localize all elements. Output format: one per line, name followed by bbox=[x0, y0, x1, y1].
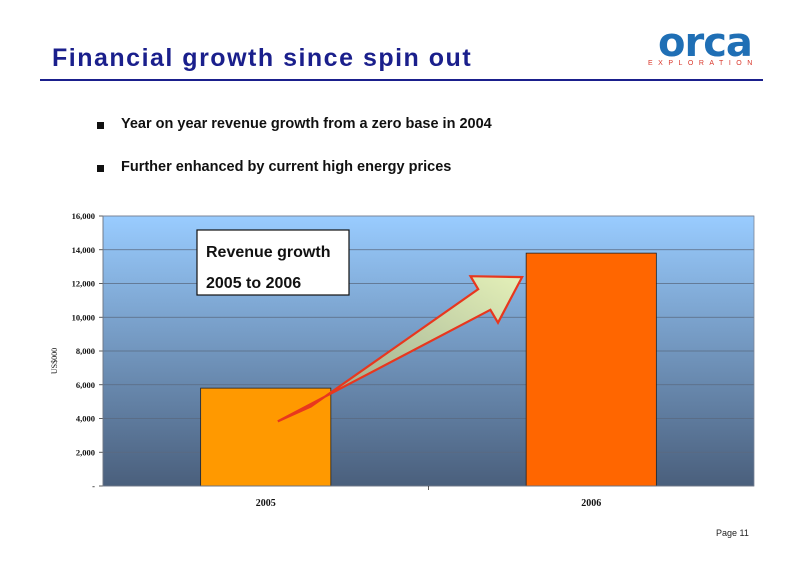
logo-subtitle: EXPLORATION bbox=[648, 60, 758, 67]
y-tick-label: 8,000 bbox=[76, 346, 95, 356]
y-tick-label: 16,000 bbox=[72, 211, 95, 221]
y-tick-label: 2,000 bbox=[76, 447, 95, 457]
y-tick-label: 6,000 bbox=[76, 380, 95, 390]
y-tick-label: 14,000 bbox=[72, 245, 95, 255]
annotation-line: Revenue growth bbox=[206, 244, 330, 261]
slide-title: Financial growth since spin out bbox=[52, 44, 473, 72]
bullet-square-icon bbox=[97, 165, 104, 172]
annotation-frame bbox=[196, 229, 350, 296]
bar-2006 bbox=[525, 252, 657, 487]
bullet-text: Year on year revenue growth from a zero … bbox=[121, 116, 492, 132]
logo-wordmark: orca bbox=[658, 20, 753, 66]
y-tick-label: 12,000 bbox=[72, 279, 95, 289]
company-logo: orca EXPLORATION bbox=[636, 20, 766, 74]
y-tick-label: 10,000 bbox=[72, 312, 95, 322]
annotation-box: Revenue growth 2005 to 2006 bbox=[196, 229, 350, 296]
title-rule bbox=[40, 79, 763, 81]
x-tick-label: 2006 bbox=[581, 498, 601, 509]
y-tick-label: - bbox=[92, 481, 95, 491]
bullet-item: Year on year revenue growth from a zero … bbox=[97, 116, 492, 136]
bullet-item: Further enhanced by current high energy … bbox=[97, 159, 492, 179]
y-tick-label: 4,000 bbox=[76, 414, 95, 424]
bullet-square-icon bbox=[97, 122, 104, 129]
bullet-list: Year on year revenue growth from a zero … bbox=[97, 116, 492, 202]
annotation-line: 2005 to 2006 bbox=[206, 275, 301, 292]
y-axis-label: US$000 bbox=[50, 348, 59, 374]
bullet-text: Further enhanced by current high energy … bbox=[121, 159, 452, 175]
bars bbox=[200, 252, 657, 487]
growth-arrow bbox=[277, 275, 524, 423]
page-number: Page 11 bbox=[716, 528, 749, 538]
x-tick-label: 2005 bbox=[256, 498, 276, 509]
axes: - 2,000 4,000 6,000 8,000 10,000 12,000 14,000 1… bbox=[72, 211, 755, 509]
